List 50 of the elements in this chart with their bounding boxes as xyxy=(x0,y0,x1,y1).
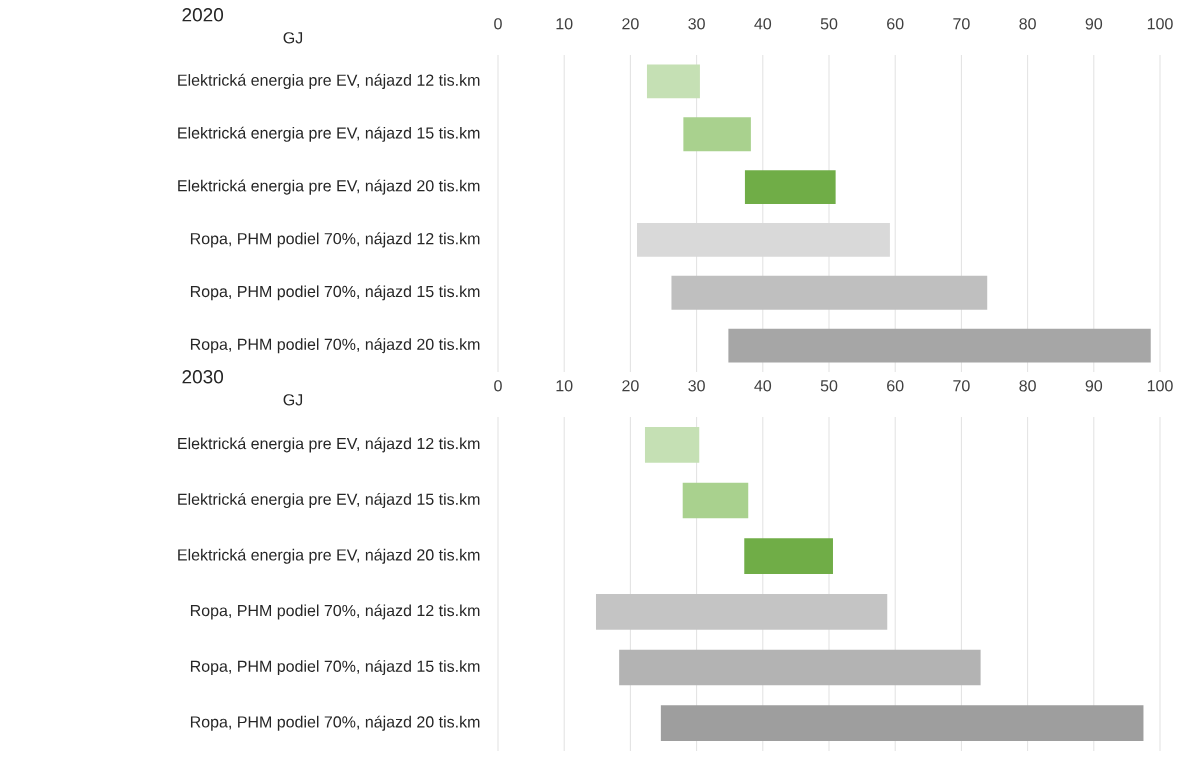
x-tick-label: 10 xyxy=(556,380,573,392)
x-tick-label: 40 xyxy=(754,18,772,30)
bar xyxy=(728,328,1151,363)
x-tick-label: 0 xyxy=(494,380,502,392)
x-tick-label: 60 xyxy=(887,380,904,392)
y-tick-label: Ropa, PHM podiel 70%, nájazd 15 tis.km xyxy=(190,659,480,676)
x-tick-label: 70 xyxy=(953,18,970,30)
y-tick-label: Elektrická energia pre EV, nájazd 12 tis.km xyxy=(178,73,480,89)
x-tick-label: 50 xyxy=(820,380,838,392)
y-tick-label: Ropa, PHM podiel 70%, nájazd 12 tis.km xyxy=(190,232,480,248)
bar xyxy=(637,223,890,257)
x-tick-label: 70 xyxy=(953,380,970,392)
y-tick-label: Ropa, PHM podiel 70%, nájazd 20 tis.km xyxy=(190,338,480,354)
x-axis-title: GJ xyxy=(283,394,303,406)
x-tick-label: 20 xyxy=(622,18,639,30)
bar xyxy=(671,275,988,310)
bar xyxy=(644,427,700,463)
x-tick-label: 100 xyxy=(1147,18,1173,30)
x-tick-label: 30 xyxy=(688,18,705,30)
x-tick-label: 20 xyxy=(622,380,639,392)
bar xyxy=(619,649,981,686)
y-tick-label: Elektrická energia pre EV, nájazd 12 tis.km xyxy=(178,437,480,453)
y-tick-label: Ropa, PHM podiel 70%, nájazd 20 tis.km xyxy=(190,715,480,731)
text: 2030 xyxy=(182,370,224,384)
x-tick-label: 40 xyxy=(754,380,772,392)
x-tick-label: 80 xyxy=(1019,380,1036,392)
bar xyxy=(744,538,833,574)
bar xyxy=(683,117,751,152)
bar xyxy=(595,594,888,630)
x-tick-label: 0 xyxy=(494,18,502,30)
bar xyxy=(646,64,700,99)
text: 2020 xyxy=(182,8,224,22)
y-tick-label: Ropa, PHM podiel 70%, nájazd 15 tis.km xyxy=(190,285,480,301)
x-tick-label: 50 xyxy=(820,18,838,30)
x-tick-label: 90 xyxy=(1085,380,1103,392)
y-tick-label: Elektrická energia pre EV, nájazd 15 tis.km xyxy=(178,492,480,509)
x-tick-label: 10 xyxy=(556,18,573,30)
bar xyxy=(682,482,749,519)
x-tick-label: 90 xyxy=(1085,18,1103,30)
bar xyxy=(660,705,1144,741)
y-tick-label: Ropa, PHM podiel 70%, nájazd 12 tis.km xyxy=(190,604,480,620)
x-tick-label: 100 xyxy=(1147,380,1173,392)
y-tick-label: Elektrická energia pre EV, nájazd 15 tis.km xyxy=(178,126,480,142)
y-tick-label: Elektrická energia pre EV, nájazd 20 tis.km xyxy=(178,179,480,195)
x-axis-title: GJ xyxy=(283,32,303,44)
y-tick-label: Elektrická energia pre EV, nájazd 20 tis.km xyxy=(178,548,480,564)
x-tick-label: 80 xyxy=(1019,18,1036,30)
bar xyxy=(744,170,836,204)
x-tick-label: 30 xyxy=(688,380,705,392)
x-tick-label: 60 xyxy=(887,18,904,30)
